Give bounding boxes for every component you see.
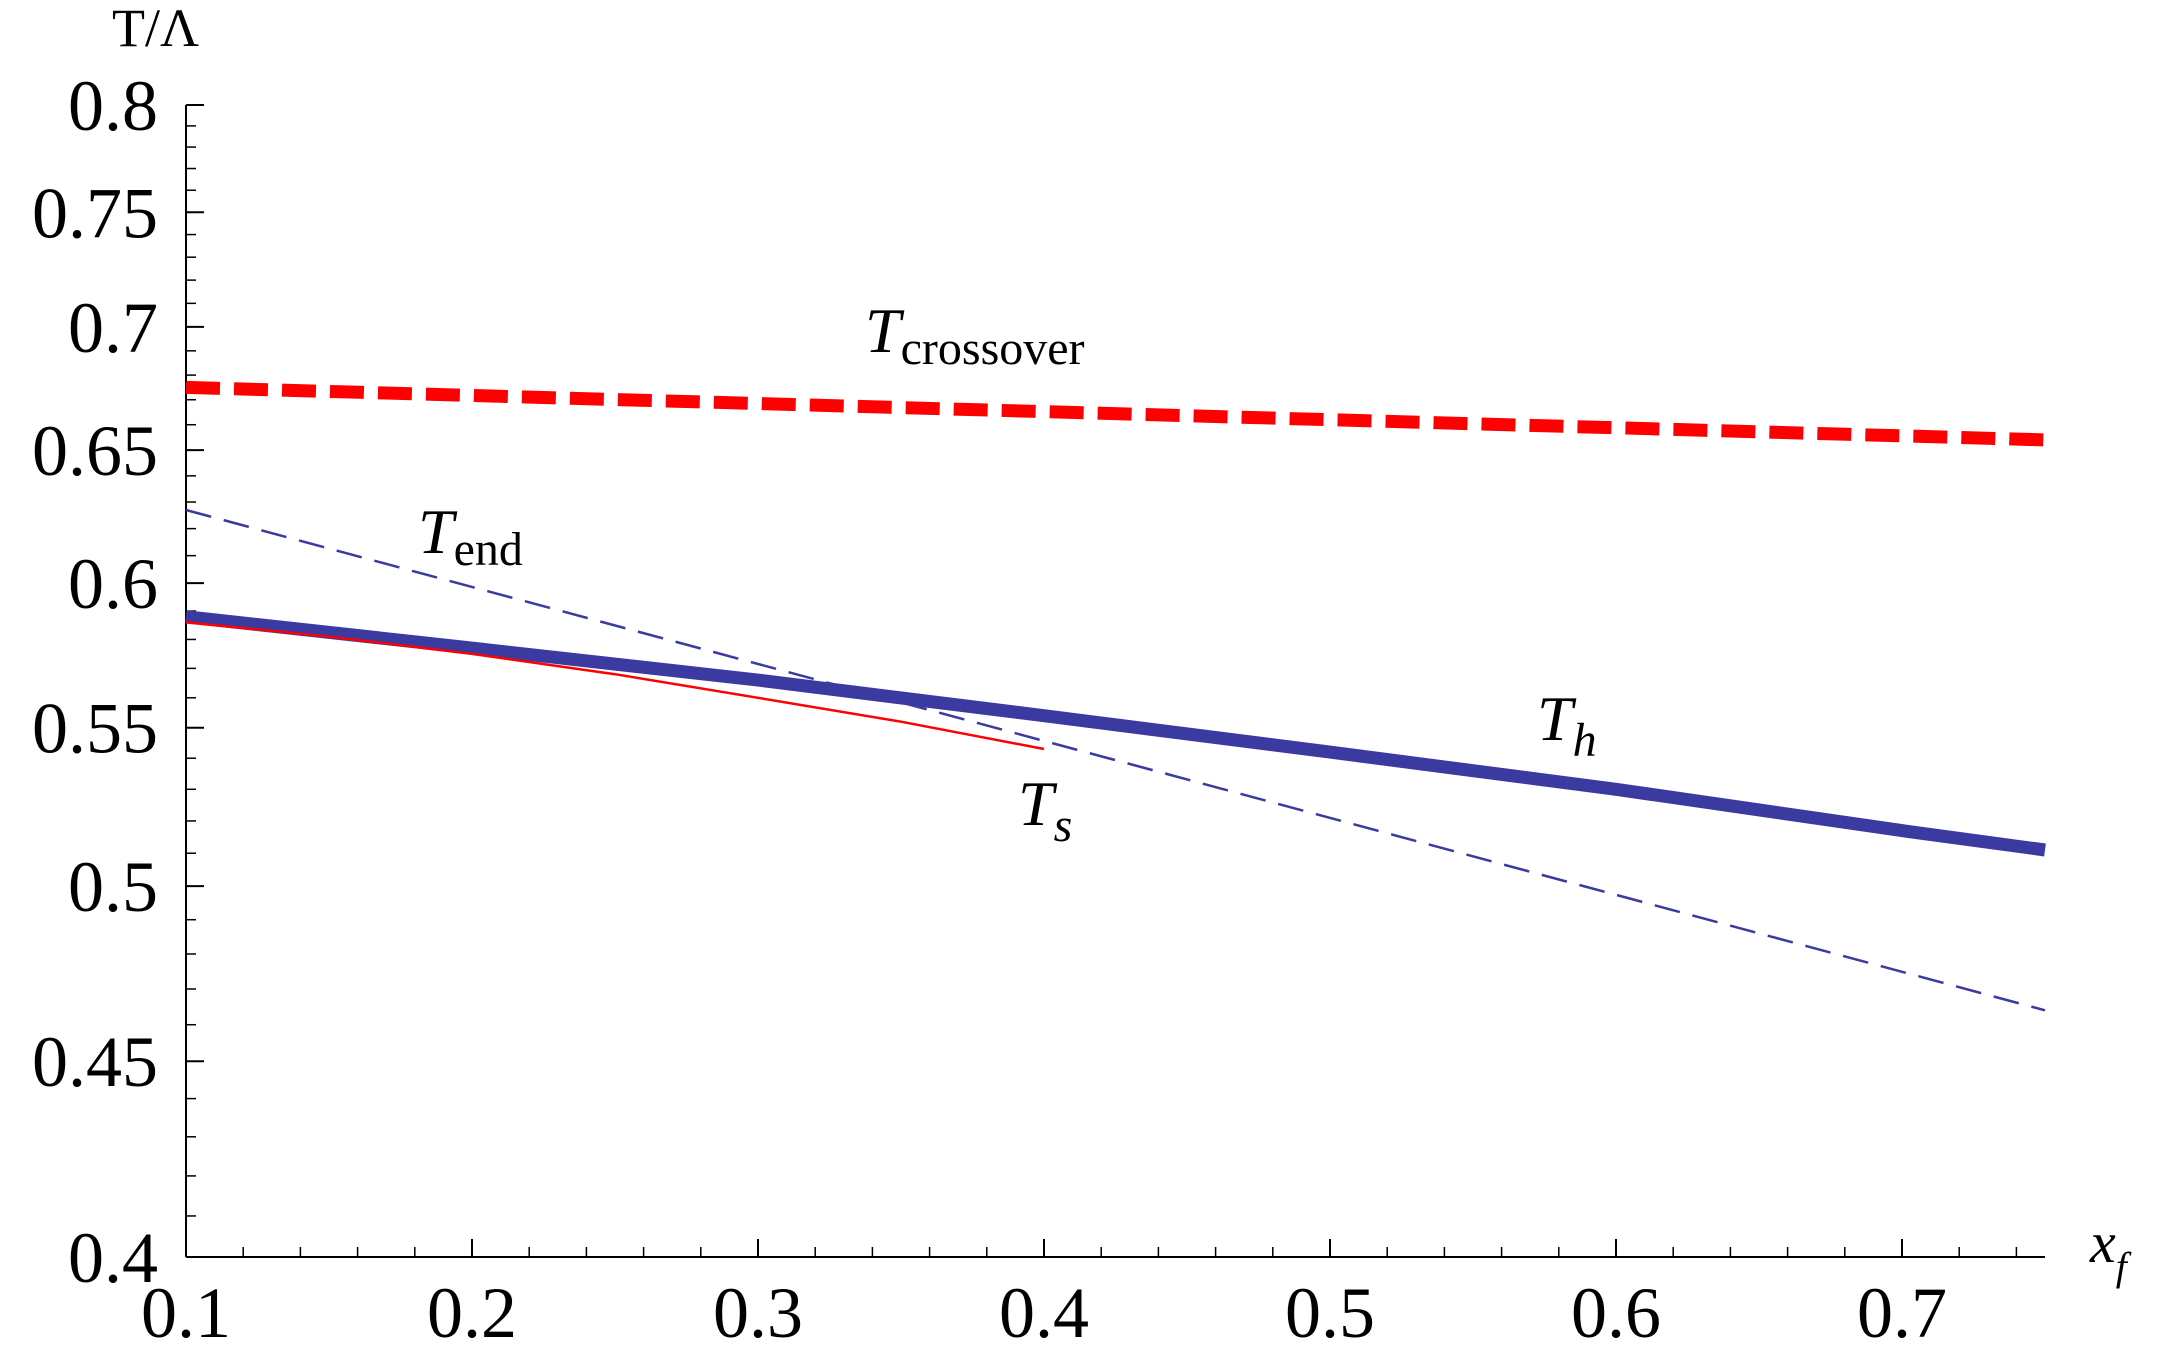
x-axis-label-sub: f [2116,1244,2132,1289]
series-label-crossover-sub: crossover [901,322,1085,375]
x-tick-label: 0.3 [713,1273,803,1353]
series-label-end-main: T [418,496,458,567]
y-ticks: 0.4 0.45 0.5 0.55 0.6 0.65 0.7 0.75 0.8 [32,66,204,1298]
x-axis-label: xf [2089,1210,2132,1289]
series-label-h-main: T [1537,683,1577,754]
series-label-s: Ts [1018,768,1072,852]
y-tick-label: 0.65 [32,411,158,491]
series-line-s [185,621,1045,751]
series-line-end [185,508,2046,1012]
y-tick-label: 0.8 [68,66,158,146]
axes: 0.40.450.50.550.60.650.70.750.8 0.1 0.2 0.… [32,66,2045,1353]
x-tick-label: 0.2 [427,1273,517,1353]
y-tick-label: 0.75 [32,173,158,253]
x-tick-label: 0.5 [1285,1273,1375,1353]
series-line-crossover [185,380,2046,447]
y-axis-label: T/Λ [112,0,199,58]
y-tick-label: 0.5 [68,847,158,927]
y-tick-label: 0.4 [68,1218,158,1298]
series-label-end-sub: end [454,523,523,576]
series-layer [185,380,2046,1012]
series-label-h-sub: h [1573,714,1597,767]
series-line-h [185,610,2046,857]
x-ticks: 0.1 0.2 0.3 0.4 0.5 0.6 0.7 [141,1239,2018,1353]
x-tick-label: 0.4 [999,1273,1089,1353]
y-tick-label: 0.6 [68,544,158,624]
x-axis-label-main: x [2089,1210,2116,1275]
series-label-h: Th [1537,683,1597,767]
y-tick-label: 0.45 [32,1022,158,1102]
series-label-end: Tend [418,496,523,576]
y-tick-label: 0.7 [68,288,158,368]
series-label-s-main: T [1018,768,1058,839]
y-tick-label: 0.55 [32,689,158,769]
x-tick-label: 0.7 [1857,1273,1947,1353]
series-label-crossover-main: T [865,295,905,366]
x-tick-label: 0.1 [141,1273,231,1353]
x-tick-label: 0.6 [1571,1273,1661,1353]
series-label-crossover: Tcrossover [865,295,1085,375]
series-label-s-sub: s [1054,799,1073,852]
